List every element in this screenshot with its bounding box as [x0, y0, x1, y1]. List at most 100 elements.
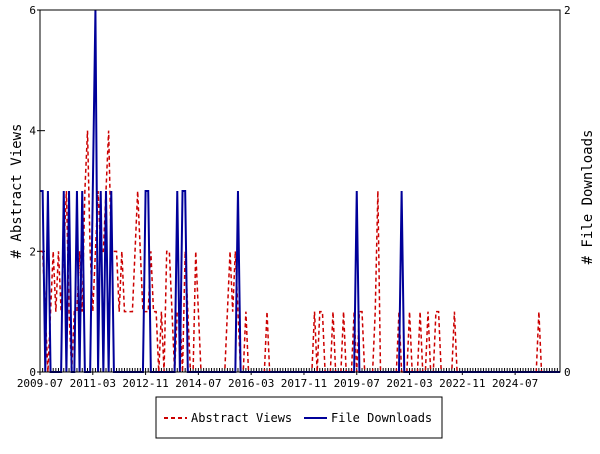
data-point: [84, 190, 85, 191]
data-point: [76, 190, 77, 191]
y-tick-label: 2: [29, 245, 36, 258]
data-point: [92, 190, 93, 191]
data-point: [322, 311, 323, 312]
data-point: [111, 190, 112, 191]
data-point: [148, 190, 149, 191]
data-point: [121, 251, 122, 252]
data-point: [538, 311, 539, 312]
data-point: [375, 311, 376, 312]
data-point: [195, 251, 196, 252]
x-tick-label: 2021-03: [386, 377, 432, 390]
data-point: [266, 311, 267, 312]
data-point: [42, 190, 43, 191]
data-point: [137, 190, 138, 191]
data-point: [68, 190, 69, 191]
legend-label-abstract-views: Abstract Views: [191, 411, 292, 425]
data-point: [177, 190, 178, 191]
x-tick-label: 2024-07: [492, 377, 538, 390]
data-point: [100, 190, 101, 191]
data-point: [237, 311, 238, 312]
x-tick-label: 2017-11: [281, 377, 327, 390]
data-point: [171, 311, 172, 312]
data-point: [95, 251, 96, 252]
data-point: [124, 311, 125, 312]
data-point: [127, 311, 128, 312]
data-point: [145, 190, 146, 191]
x-tick-label: 2022-11: [439, 377, 485, 390]
data-point: [150, 251, 151, 252]
data-point: [153, 311, 154, 312]
data-point: [237, 190, 238, 191]
data-point: [420, 311, 421, 312]
data-point: [409, 311, 410, 312]
data-point: [356, 190, 357, 191]
data-point: [87, 130, 88, 131]
data-point: [79, 251, 80, 252]
data-point: [319, 311, 320, 312]
x-tick-label: 2016-03: [228, 377, 274, 390]
data-point: [235, 251, 236, 252]
data-point: [148, 311, 149, 312]
data-point: [113, 251, 114, 252]
y-axis-title: # Abstract Views: [9, 124, 25, 259]
data-point: [132, 311, 133, 312]
plot-area: [40, 10, 560, 372]
x-tick-label: 2012-11: [122, 377, 168, 390]
data-point: [63, 190, 64, 191]
data-point: [314, 311, 315, 312]
data-point: [343, 311, 344, 312]
data-point: [377, 190, 378, 191]
data-point: [82, 311, 83, 312]
y-tick-label: 6: [29, 4, 36, 17]
data-point: [169, 251, 170, 252]
data-point: [116, 251, 117, 252]
tick-labels: 2009-07 2011-03 2012-11 2014-07 2016-03 2017-…: [17, 4, 571, 390]
data-point: [361, 311, 362, 312]
data-point: [82, 190, 83, 191]
data-point: [177, 311, 178, 312]
data-point: [229, 251, 230, 252]
x-tick-label: 2014-07: [175, 377, 221, 390]
data-point: [161, 311, 162, 312]
y2-axis-title: # File Downloads: [580, 130, 596, 265]
data-point: [58, 251, 59, 252]
legend-label-file-downloads: File Downloads: [331, 411, 432, 425]
data-point: [245, 311, 246, 312]
data-point: [185, 190, 186, 191]
data-point: [53, 251, 54, 252]
data-point: [166, 251, 167, 252]
legend: Abstract Views File Downloads: [155, 396, 443, 439]
data-point: [55, 311, 56, 312]
data-point: [134, 251, 135, 252]
data-point: [401, 190, 402, 191]
data-point: [182, 190, 183, 191]
data-point: [92, 311, 93, 312]
data-point: [105, 190, 106, 191]
data-point: [47, 190, 48, 191]
data-point: [76, 311, 77, 312]
data-point: [427, 311, 428, 312]
x-tick-label: 2009-07: [17, 377, 63, 390]
y-tick-label: 0: [29, 366, 36, 379]
data-point: [227, 311, 228, 312]
plot-frame: [39, 9, 561, 373]
data-point: [232, 311, 233, 312]
data-point: [103, 251, 104, 252]
x-tick-label: 2019-07: [334, 377, 380, 390]
data-point: [66, 190, 67, 191]
data-point: [454, 311, 455, 312]
data-point: [108, 130, 109, 131]
legend-box: [155, 396, 443, 439]
y-tick-label: 4: [29, 125, 36, 138]
data-point: [156, 311, 157, 312]
data-point: [68, 311, 69, 312]
data-point: [198, 311, 199, 312]
data-point: [119, 311, 120, 312]
data-point: [90, 251, 91, 252]
data-point: [145, 311, 146, 312]
data-point: [332, 311, 333, 312]
data-point: [438, 311, 439, 312]
data-point: [435, 311, 436, 312]
